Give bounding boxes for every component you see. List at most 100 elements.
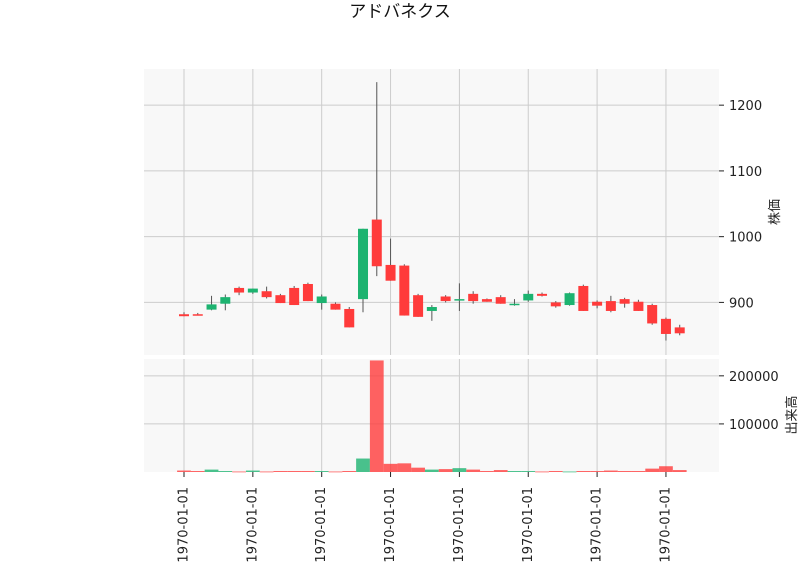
candle-body <box>674 327 685 334</box>
candle-body <box>275 295 286 304</box>
price-tick-label: 1100 <box>729 165 762 180</box>
candle-body <box>316 296 327 304</box>
volume-bar <box>411 467 425 472</box>
volume-bar <box>617 471 632 472</box>
volume-bar <box>342 471 357 472</box>
candle-body <box>537 293 548 296</box>
volume-bar <box>590 471 604 472</box>
volume-bar <box>480 471 494 472</box>
volume-bar <box>562 471 577 473</box>
x-tick-label: 1970-01-01 <box>314 487 329 563</box>
candle-body <box>302 283 313 302</box>
volume-bar <box>466 469 481 472</box>
volume-bar <box>177 470 191 472</box>
x-tick-label: 1970-01-01 <box>452 487 467 563</box>
volume-bar <box>328 471 343 473</box>
candle-body <box>440 296 451 302</box>
candle-body <box>371 219 382 267</box>
price-tick-label: 900 <box>729 296 754 311</box>
volume-bar <box>452 468 467 472</box>
x-tick-label: 1970-01-01 <box>521 487 536 563</box>
candle-body <box>426 307 437 311</box>
candle-body <box>344 308 355 328</box>
x-tick-label: 1970-01-01 <box>245 487 260 563</box>
volume-bar <box>659 466 673 472</box>
x-axis-ticks: 1970-01-01 1970-01-01 1970-01-01 1970-01-01… <box>177 472 673 563</box>
candle-body <box>179 314 189 317</box>
volume-tick-label: 100000 <box>729 418 779 433</box>
candle-body <box>261 291 272 298</box>
candles <box>179 82 685 341</box>
candle-body <box>619 299 630 304</box>
volume-bar <box>383 463 398 472</box>
candle-body <box>509 303 520 306</box>
volume-bar <box>645 468 660 472</box>
volume-bar <box>259 471 274 473</box>
candle-body <box>289 287 300 306</box>
volume-bar <box>190 471 205 472</box>
volume-bar <box>603 470 618 472</box>
x-tick-label: 1970-01-01 <box>590 487 605 563</box>
candle-body <box>481 299 492 302</box>
price-axis-ticks: 900 1000 1100 1200 <box>719 99 762 311</box>
candle-body <box>660 318 671 334</box>
volume-bar <box>672 470 687 472</box>
volume-bar <box>245 470 260 472</box>
volume-bars <box>177 360 687 473</box>
candle-body <box>592 301 603 306</box>
volume-bar <box>287 471 302 472</box>
volume-tick-label: 200000 <box>729 370 779 385</box>
volume-bar <box>535 471 549 473</box>
volume-grid <box>144 375 719 425</box>
candle-body <box>578 285 589 311</box>
volume-bar <box>397 463 412 472</box>
candle-body <box>454 299 465 301</box>
volume-bar <box>356 458 370 472</box>
price-tick-label: 1200 <box>729 99 762 114</box>
candle-body <box>468 293 479 302</box>
candle-body <box>605 301 616 311</box>
x-tick-label: 1970-01-01 <box>658 487 673 563</box>
volume-bar <box>369 360 384 472</box>
chart-title: アドバネクス <box>349 2 451 22</box>
volume-bar <box>314 471 329 472</box>
volume-bar <box>438 469 453 472</box>
candle-body <box>234 287 245 293</box>
candle-body <box>220 297 231 304</box>
volume-bar <box>218 471 233 472</box>
volume-bar <box>548 471 563 472</box>
x-tick-label: 1970-01-01 <box>383 487 398 563</box>
volume-bar <box>204 469 219 472</box>
volume-axis-label: 出来高 <box>784 395 800 434</box>
candle-body <box>564 293 575 306</box>
price-axis-label: 株価 <box>768 199 783 225</box>
candle-body <box>247 288 258 293</box>
volume-axis-ticks: 100000 200000 <box>719 370 779 433</box>
volume-bar <box>631 471 646 472</box>
volume-bar <box>493 470 508 472</box>
volume-bar <box>273 471 288 472</box>
vertical-grid <box>183 69 667 472</box>
candle-body <box>399 265 410 316</box>
x-tick-label: 1970-01-01 <box>177 487 192 563</box>
candle-body <box>413 295 424 317</box>
candle-body <box>330 303 341 310</box>
volume-bar <box>521 471 536 472</box>
volume-bar <box>232 471 246 473</box>
candle-body <box>523 293 534 301</box>
candle-body <box>633 301 644 311</box>
volume-bar <box>424 469 439 472</box>
price-tick-label: 1000 <box>729 231 762 246</box>
candle-body <box>192 314 203 316</box>
candle-body <box>647 305 658 324</box>
candle-body <box>385 264 396 281</box>
candle-body <box>358 228 369 300</box>
volume-bar <box>301 471 315 472</box>
volume-bar <box>576 471 591 472</box>
volume-bar <box>507 471 522 472</box>
candle-body <box>206 304 217 310</box>
candle-body <box>550 302 561 307</box>
candle-body <box>495 297 506 304</box>
volume-panel <box>144 359 719 472</box>
